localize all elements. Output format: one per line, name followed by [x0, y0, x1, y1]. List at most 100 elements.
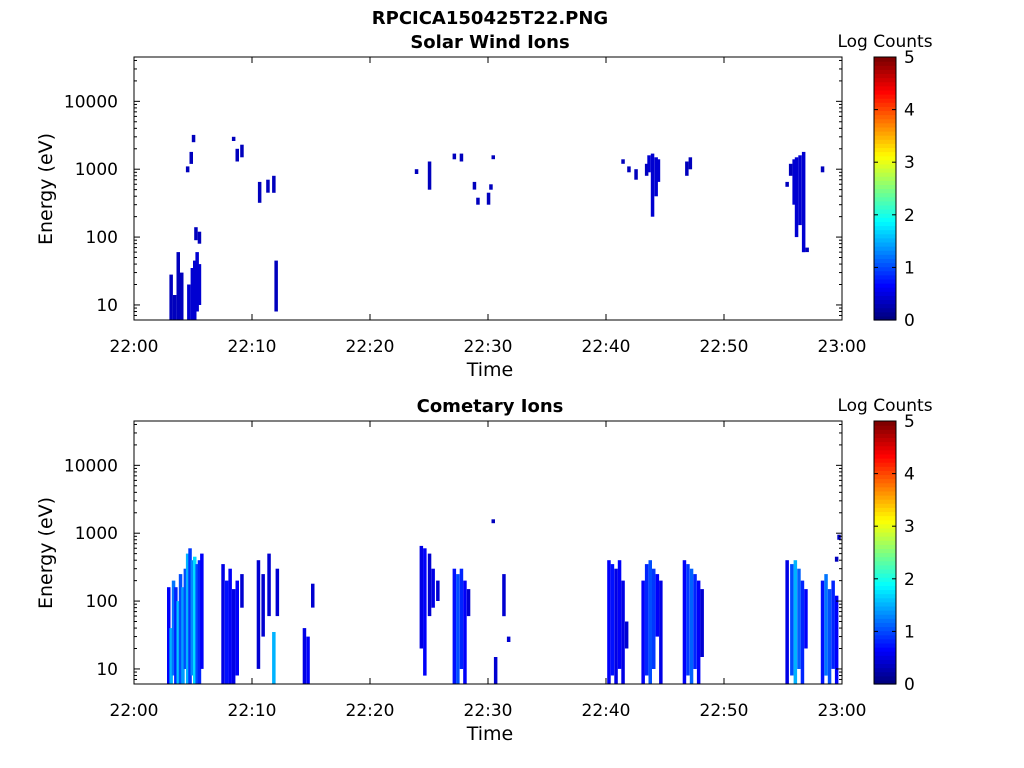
heatmap-cell: [472, 181, 477, 190]
heatmap-cell: [685, 161, 689, 176]
heatmap-cell: [190, 560, 195, 676]
colorbar-swatch: [874, 466, 896, 471]
colorbar-swatch: [874, 425, 896, 430]
solar-wind-title: Solar Wind Ions: [410, 32, 569, 53]
colorbar-swatch: [874, 163, 896, 169]
colorbar-swatch: [874, 453, 896, 459]
colorbar-swatch: [874, 449, 896, 455]
heatmap-cell: [187, 284, 191, 320]
heatmap-cell: [240, 574, 244, 608]
colorbar-swatch: [874, 597, 896, 603]
colorbar-swatch: [874, 188, 896, 194]
heatmap-cell: [452, 153, 457, 160]
colorbar-swatch: [874, 283, 896, 288]
heatmap-cell: [188, 548, 192, 684]
heatmap-cell: [302, 628, 307, 684]
colorbar-swatch: [874, 630, 896, 636]
heatmap-cell: [804, 589, 808, 649]
colorbar-swatch: [874, 552, 896, 558]
heatmap-cell: [185, 166, 190, 173]
solar-wind-ylabel: Energy (eV): [35, 133, 57, 245]
heatmap-cell: [167, 587, 171, 684]
colorbar-swatch: [874, 229, 896, 235]
colorbar-swatch: [874, 213, 896, 218]
colorbar-swatch: [874, 270, 896, 276]
heatmap-cell: [231, 589, 236, 684]
colorbar-swatch: [874, 295, 896, 301]
colorbar-swatch: [874, 527, 896, 533]
colorbar-frame: [873, 56, 897, 321]
x-tick-label: 22:40: [582, 337, 631, 357]
colorbar-swatch: [874, 204, 896, 210]
colorbar-swatch: [874, 556, 896, 562]
heatmap-cell: [178, 574, 183, 684]
heatmap-cell: [647, 155, 651, 173]
colorbar-swatch: [874, 102, 896, 107]
heatmap-cell: [172, 295, 177, 320]
colorbar-tick-label: 4: [904, 101, 915, 121]
colorbar-swatch: [874, 474, 896, 480]
heatmap-cell: [185, 553, 190, 684]
heatmap-cell: [224, 580, 229, 684]
colorbar-swatch: [874, 659, 896, 665]
y-tick-label: 10: [96, 660, 118, 680]
plot-frame: [133, 56, 843, 321]
colorbar-swatch: [874, 122, 896, 128]
colorbar-swatch: [874, 531, 896, 537]
heatmap-cell: [171, 580, 176, 676]
colorbar-swatch: [874, 110, 896, 116]
colorbar-swatch: [874, 106, 896, 112]
colorbar-swatch: [874, 93, 896, 99]
colorbar-swatch: [874, 457, 896, 463]
heatmap-cell: [820, 580, 825, 684]
heatmap-cell: [837, 534, 841, 540]
heatmap-cell: [463, 580, 467, 684]
heatmap-cell: [197, 231, 202, 244]
colorbar-swatch: [874, 311, 896, 317]
colorbar-swatch: [874, 258, 896, 264]
colorbar-swatch: [874, 441, 896, 447]
colorbar-swatch: [874, 462, 896, 467]
colorbar-swatch: [874, 274, 896, 280]
heatmap-cell: [506, 636, 511, 642]
heatmap-cell: [659, 580, 663, 684]
heatmap-cells: [167, 519, 841, 684]
colorbar-swatch: [874, 499, 896, 504]
heatmap-cell: [689, 568, 694, 684]
colorbar-swatch: [874, 638, 896, 644]
colorbar-swatch: [874, 126, 896, 132]
heatmap-cell: [256, 560, 261, 669]
y-tick-label: 100: [86, 592, 118, 612]
colorbar-swatch: [874, 515, 896, 521]
colorbar-swatch: [874, 266, 896, 272]
colorbar-swatch: [874, 560, 896, 566]
heatmap-cell: [189, 151, 193, 164]
colorbar-tick-label: 1: [904, 622, 915, 642]
colorbar-swatch: [874, 671, 896, 677]
colorbar-swatch: [874, 139, 896, 144]
y-tick-label: 10000: [64, 92, 118, 112]
heatmap-cell: [493, 657, 498, 684]
colorbar-swatch: [874, 57, 896, 62]
colorbar-swatch: [874, 315, 896, 321]
x-tick-label: 22:20: [346, 337, 395, 357]
colorbar-swatch: [874, 577, 896, 582]
colorbar-swatch: [874, 540, 896, 545]
heatmap-cell: [652, 568, 656, 669]
colorbar-swatch: [874, 69, 896, 75]
colorbar-swatch: [874, 299, 896, 305]
colorbar-swatch: [874, 143, 896, 149]
heatmap-cell: [700, 589, 704, 657]
heatmap-cell: [272, 632, 276, 684]
heatmap-cell: [627, 166, 631, 173]
heatmap-cell: [195, 564, 199, 684]
colorbar-swatch: [874, 679, 896, 685]
x-tick-label: 23:00: [818, 337, 867, 357]
colorbar-swatch: [874, 548, 896, 554]
colorbar-swatch: [874, 651, 896, 656]
heatmap-cell: [486, 192, 491, 205]
colorbar-swatch: [874, 209, 896, 214]
heatmap-cell: [801, 151, 806, 253]
heatmap-cell: [466, 589, 471, 617]
cometary-title: Cometary Ions: [417, 396, 564, 417]
